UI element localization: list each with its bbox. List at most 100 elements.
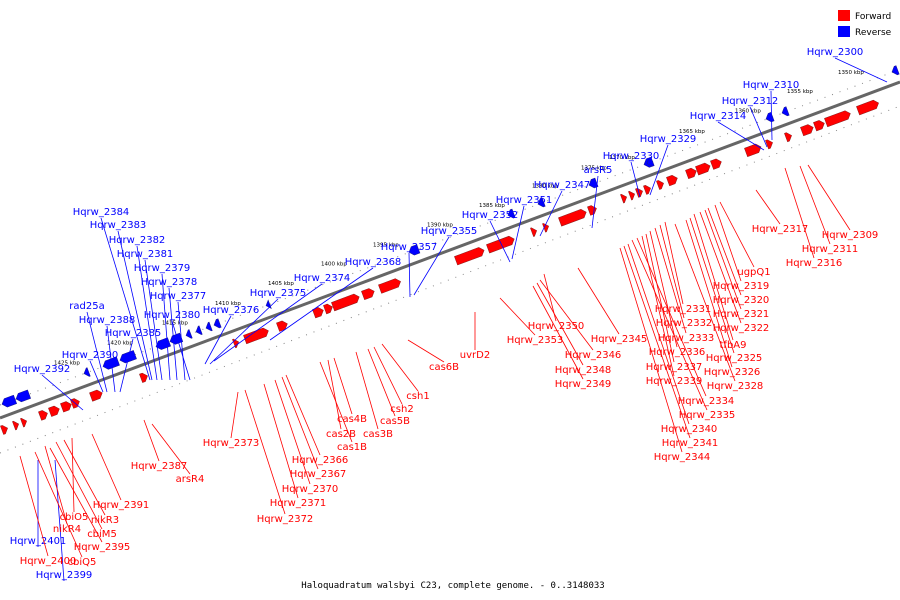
legend-forward-swatch (838, 10, 850, 21)
gene-label: Hqrw_2345 (577, 267, 647, 345)
forward-gene-arrow (710, 158, 722, 170)
forward-gene-arrow (824, 110, 851, 128)
forward-gene-arrow (656, 180, 664, 190)
gene-label: Hqrw_2348 (536, 282, 611, 376)
forward-gene-arrow (587, 205, 597, 216)
tick-label: 1385 kbp (479, 203, 505, 209)
gene-label: Hqrw_2387 (131, 419, 187, 472)
gene-label-text: Hqrw_2391 (93, 500, 150, 511)
gene-label: Hqrw_2322 (699, 211, 770, 334)
legend-forward-label: Forward (855, 12, 891, 22)
gene-label-text: cbiM5 (87, 529, 117, 540)
gene-label-text: Hqrw_2370 (282, 484, 339, 495)
gene-label-text: Hqrw_2377 (150, 291, 207, 302)
gene-label-text: Hqrw_2384 (73, 207, 130, 218)
reverse-gene-arrow (213, 318, 222, 329)
gene-label-text: Hqrw_2316 (786, 258, 843, 269)
reverse-gene-arrow (205, 321, 213, 332)
gene-label-text: Hqrw_2355 (421, 226, 478, 237)
gene-label: Hqrw_2376 (203, 305, 260, 365)
gene-label: Hqrw_2371 (263, 383, 326, 509)
gene-label-text: cas3B (363, 429, 393, 440)
tick-label: 1420 kbp (107, 341, 133, 347)
gene-label-text: arsR5 (584, 165, 613, 176)
gene-label: Hqrw_2317 (752, 189, 809, 235)
forward-gene-arrow (20, 417, 27, 428)
tick-label: 1370 kbp (609, 155, 635, 161)
gene-label-text: cbiQ5 (68, 557, 97, 568)
tick-label: 1425 kbp (54, 360, 80, 366)
gene-label: Hqrw_2355 (413, 226, 478, 296)
gene-label-text: Hqrw_2317 (752, 224, 809, 235)
gene-label: tfbA9 (693, 213, 747, 351)
gene-label-text: Hqrw_2376 (203, 305, 260, 316)
forward-gene-arrow (628, 190, 635, 201)
gene-label: Hqrw_2392 (14, 364, 84, 411)
gene-label-text: rad25a (69, 301, 104, 312)
gene-label: Hqrw_2367 (281, 376, 346, 480)
gene-label-text: cbiO5 (60, 512, 89, 523)
gene-label-text: Hqrw_2349 (555, 379, 612, 390)
gene-label: Hqrw_2370 (274, 379, 339, 495)
forward-gene-arrow (486, 235, 515, 254)
gene-label: cas6B (407, 339, 459, 373)
gene-label: cas4B (333, 357, 367, 425)
forward-gene-arrow (620, 193, 627, 204)
gene-label: rad25a (69, 301, 108, 393)
gene-label-text: csh1 (406, 391, 429, 402)
reverse-gene-arrow (195, 325, 203, 335)
gene-label: Hqrw_2350 (528, 273, 585, 332)
gene-label: Hqrw_2310 (743, 80, 800, 141)
gene-label-text: Hqrw_2328 (707, 381, 764, 392)
gene-label: Hqrw_2312 (722, 96, 779, 148)
gene-label-text: Hqrw_2366 (292, 455, 349, 466)
reverse-gene-arrow (408, 244, 421, 256)
gene-label: Hqrw_2316 (784, 167, 843, 269)
gene-label: Hqrw_2383 (90, 220, 153, 381)
tick-layer: 1350 kbp 1355 kbp 1360 kbp 1365 kbp 1370 kbp… (54, 70, 864, 366)
gene-label: Hqrw_2332 (656, 224, 712, 329)
forward-gene-arrow (695, 162, 711, 176)
gene-label: cas1B (319, 361, 367, 453)
legend-reverse-swatch (838, 26, 850, 37)
gene-label-text: Hqrw_2380 (144, 310, 201, 321)
gene-label-text: Hqrw_2401 (10, 536, 67, 547)
gene-label: Hqrw_2353 (499, 297, 563, 346)
gene-label: arsR5 (584, 165, 613, 229)
gene-label-text: Hqrw_2346 (565, 350, 622, 361)
gene-label-text: Hqrw_2339 (646, 376, 703, 387)
gene-label: Hqrw_2335 (631, 239, 735, 421)
tick-label: 1390 kbp (427, 222, 453, 228)
gene-label: Hqrw_2395 (49, 447, 130, 553)
gene-label: Hqrw_2346 (539, 279, 622, 361)
gene-label: Hqrw_2373 (203, 391, 259, 449)
gene-label-text: Hqrw_2350 (528, 321, 585, 332)
gene-label-text: Hqrw_2312 (722, 96, 779, 107)
forward-gene-arrow (89, 389, 103, 402)
forward-gene-arrow (784, 132, 792, 143)
forward-gene-arrow (666, 175, 678, 187)
gene-label: cbiQ5 (34, 451, 97, 568)
gene-label: Hqrw_2309 (807, 164, 878, 241)
gene-label-text: Hqrw_2333 (658, 333, 715, 344)
gene-label: nikR3 (63, 439, 119, 526)
gene-label-text: cas5B (380, 416, 410, 427)
gene-label-text: Hqrw_2310 (743, 80, 800, 91)
reverse-gene-arrow (507, 208, 516, 219)
gene-label: cas5B (367, 348, 410, 427)
map-caption: Haloquadratum walsbyi C23, complete geno… (301, 581, 604, 591)
forward-gene-arrow (139, 372, 148, 383)
gene-label: Hqrw_2401 (10, 460, 67, 547)
gene-label-text: Hqrw_2400 (20, 556, 77, 567)
tick-label: 1400 kbp (321, 262, 347, 268)
reverse-gene-arrow (765, 112, 775, 123)
gene-label-text: Hqrw_2322 (713, 323, 770, 334)
gene-label: Hqrw_2388 (79, 315, 135, 393)
gene-label: Hqrw_2372 (244, 389, 314, 525)
gene-label-text: Hqrw_2392 (14, 364, 71, 375)
gene-label: Hqrw_2352 (462, 210, 518, 263)
gene-label-text: Hqrw_2372 (257, 514, 314, 525)
forward-gene-arrow (60, 401, 72, 413)
forward-gene-arrow (765, 139, 773, 150)
gene-label-text: Hqrw_2331 (655, 304, 712, 315)
